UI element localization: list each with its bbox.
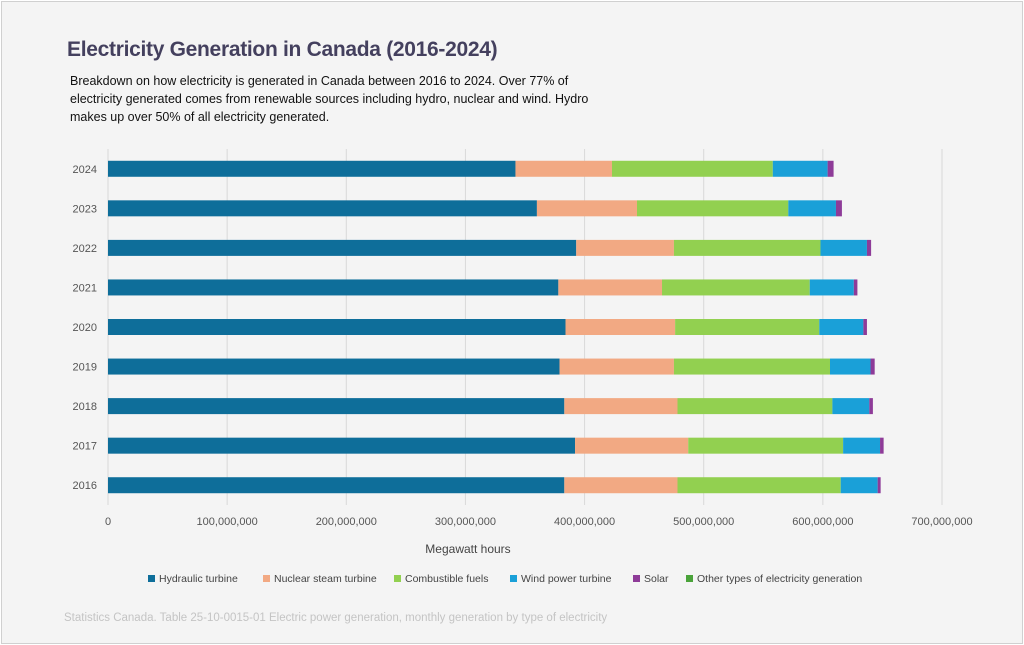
x-tick-label: 500,000,000 xyxy=(673,516,734,528)
bar-segment-hydraulic-turbine xyxy=(108,239,577,256)
bar-segment-combustible-fuels xyxy=(688,437,844,454)
y-tick-label: 2017 xyxy=(73,441,97,453)
bar-segment-hydraulic-turbine xyxy=(108,437,576,454)
bar-segment-combustible-fuels xyxy=(673,239,821,256)
bar-segment-wind-power-turbine xyxy=(830,358,871,375)
x-tick-label: 0 xyxy=(105,516,111,528)
bar-segment-wind-power-turbine xyxy=(820,239,867,256)
bar-segment-solar xyxy=(827,160,834,177)
bar-segment-nuclear-steam-turbine xyxy=(565,319,676,335)
bar-segment-hydraulic-turbine xyxy=(108,477,565,494)
bar-segment-nuclear-steam-turbine xyxy=(575,437,689,454)
y-tick-label: 2024 xyxy=(73,164,97,176)
legend-swatch xyxy=(394,575,401,582)
legend-label: Combustible fuels xyxy=(405,573,488,585)
bar-segment-wind-power-turbine xyxy=(843,437,881,454)
legend-label: Wind power turbine xyxy=(521,573,612,585)
bar-segment-nuclear-steam-turbine xyxy=(559,358,674,375)
legend-swatch xyxy=(633,575,640,582)
bar-segment-solar xyxy=(880,437,884,454)
legend-swatch xyxy=(510,575,517,582)
bar-segment-nuclear-steam-turbine xyxy=(515,160,612,177)
y-tick-label: 2020 xyxy=(73,322,97,334)
legend-label: Solar xyxy=(644,573,669,585)
chart-title: Electricity Generation in Canada (2016-2… xyxy=(67,38,498,61)
x-tick-label: 700,000,000 xyxy=(911,516,972,528)
y-tick-label: 2016 xyxy=(73,480,97,492)
bar-segment-combustible-fuels xyxy=(611,160,773,177)
bar-segment-solar xyxy=(853,279,858,296)
chart-subtitle: Breakdown on how electricity is generate… xyxy=(70,74,589,124)
y-tick-label: 2022 xyxy=(73,243,97,255)
legend-label: Nuclear steam turbine xyxy=(274,573,377,585)
bar-segment-wind-power-turbine xyxy=(772,160,828,177)
bar-segment-wind-power-turbine xyxy=(788,200,836,217)
legend-swatch xyxy=(686,575,693,582)
bar-segment-hydraulic-turbine xyxy=(108,358,560,375)
bar-segment-solar xyxy=(877,477,881,494)
bar-segment-solar xyxy=(863,319,867,335)
y-tick-label: 2018 xyxy=(73,401,97,413)
bar-segment-wind-power-turbine xyxy=(832,398,870,415)
bar-segment-combustible-fuels xyxy=(677,398,833,415)
bar-segment-nuclear-steam-turbine xyxy=(564,477,678,494)
y-tick-label: 2021 xyxy=(73,282,97,294)
legend-swatch xyxy=(148,575,155,582)
bar-segment-nuclear-steam-turbine xyxy=(576,239,674,256)
bar-segment-hydraulic-turbine xyxy=(108,200,537,217)
bar-segment-combustible-fuels xyxy=(673,358,831,375)
x-axis-title: Megawatt hours xyxy=(425,542,510,556)
x-tick-label: 600,000,000 xyxy=(792,516,853,528)
bar-segment-nuclear-steam-turbine xyxy=(536,200,637,217)
bar-segment-nuclear-steam-turbine xyxy=(558,279,663,296)
bar-segment-solar xyxy=(835,200,842,217)
bar-segment-combustible-fuels xyxy=(675,319,820,335)
bar-segment-hydraulic-turbine xyxy=(108,160,516,177)
bar-segment-solar xyxy=(869,398,873,415)
bar-segment-solar xyxy=(866,239,872,256)
legend-label: Other types of electricity generation xyxy=(697,573,862,585)
bar-segment-wind-power-turbine xyxy=(819,319,864,335)
bar-segment-hydraulic-turbine xyxy=(108,319,566,335)
y-tick-label: 2023 xyxy=(73,203,97,215)
bar-segment-nuclear-steam-turbine xyxy=(564,398,678,415)
bar-segment-hydraulic-turbine xyxy=(108,398,565,415)
x-tick-label: 400,000,000 xyxy=(554,516,615,528)
bar-segment-combustible-fuels xyxy=(677,477,841,494)
bar-segment-combustible-fuels xyxy=(636,200,789,217)
x-tick-label: 200,000,000 xyxy=(316,516,377,528)
y-tick-label: 2019 xyxy=(73,362,97,374)
legend-label: Hydraulic turbine xyxy=(159,573,238,585)
bar-segment-combustible-fuels xyxy=(662,279,810,296)
bar-segment-hydraulic-turbine xyxy=(108,279,559,296)
bar-segment-wind-power-turbine xyxy=(809,279,854,296)
bar-segment-wind-power-turbine xyxy=(840,477,878,494)
x-tick-label: 100,000,000 xyxy=(197,516,258,528)
bar-segment-solar xyxy=(870,358,875,375)
chart-source: Statistics Canada. Table 25-10-0015-01 E… xyxy=(64,612,608,624)
x-tick-label: 300,000,000 xyxy=(435,516,496,528)
legend-swatch xyxy=(263,575,270,582)
